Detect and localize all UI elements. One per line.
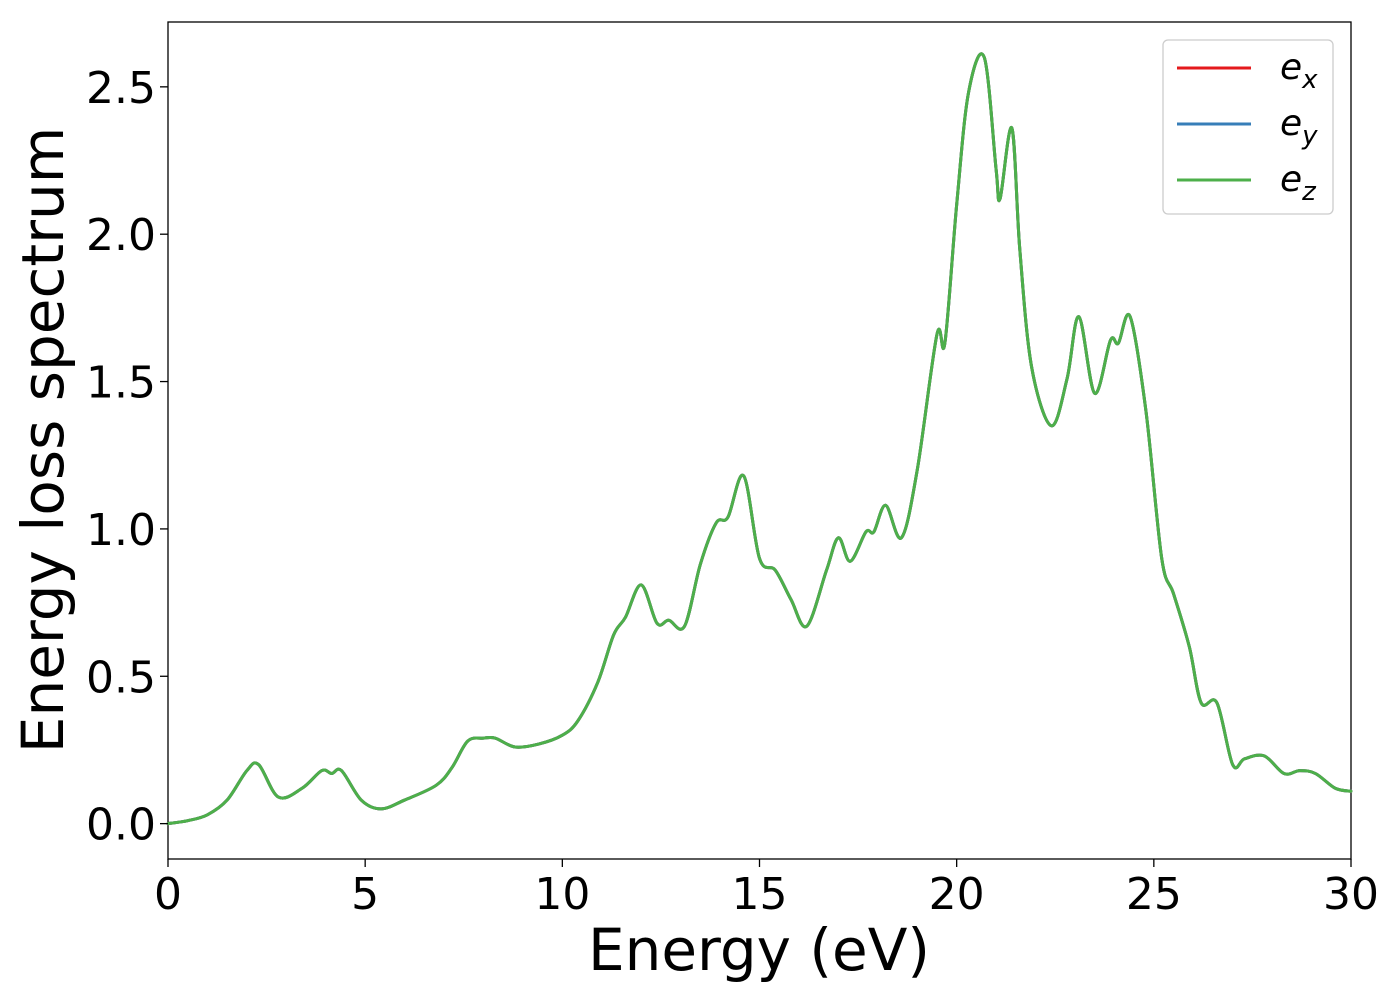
legend-label-subscript: z — [1301, 177, 1317, 207]
x-tick-label: 5 — [351, 869, 379, 920]
series-line-ez — [166, 52, 1353, 826]
legend-label-subscript: y — [1301, 121, 1318, 151]
x-axis-title: Energy (eV) — [588, 916, 930, 984]
x-tick-label: 10 — [534, 869, 590, 920]
axes-layer: 0 5 10 15 20 25 30 0.0 0.5 1.0 1.5 2.0 2.5 — [86, 63, 1379, 920]
y-tick-label: 1.5 — [86, 358, 156, 409]
y-tick-label: 1.0 — [86, 505, 156, 556]
y-tick-label: 2.5 — [86, 63, 156, 114]
legend-box — [1162, 39, 1334, 215]
x-tick-label: 15 — [732, 869, 788, 920]
x-tick-label: 30 — [1323, 869, 1379, 920]
legend-label-subscript: x — [1301, 65, 1318, 95]
y-tick-label: 0.0 — [86, 800, 156, 851]
x-tick-label: 25 — [1126, 869, 1182, 920]
y-tick-label: 0.5 — [86, 652, 156, 703]
x-tick-label: 20 — [929, 869, 985, 920]
x-tick-label: 0 — [154, 869, 182, 920]
series-layer — [166, 52, 1353, 826]
y-tick-label: 2.0 — [86, 210, 156, 261]
y-axis-title: Energy loss spectrum — [9, 127, 77, 753]
